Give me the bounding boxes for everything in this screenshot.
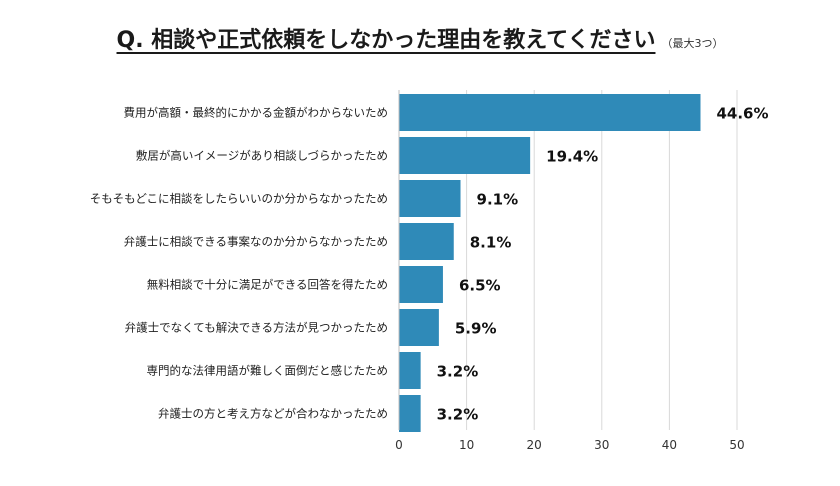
bar <box>399 223 454 260</box>
data-label: 5.9% <box>455 320 497 338</box>
chart-title-block: Q. 相談や正式依頼をしなかった理由を教えてください （最大3つ） <box>0 22 840 54</box>
x-tick-label: 20 <box>527 438 542 452</box>
bar <box>399 266 443 303</box>
data-label: 8.1% <box>470 234 512 252</box>
bar <box>399 352 421 389</box>
bar <box>399 137 531 174</box>
data-label: 44.6% <box>716 105 768 123</box>
bar <box>399 309 439 346</box>
chart-title: Q. 相談や正式依頼をしなかった理由を教えてください <box>116 28 656 53</box>
data-label: 3.2% <box>437 363 479 381</box>
x-tick-label: 40 <box>662 438 677 452</box>
x-tick-label: 50 <box>729 438 744 452</box>
category-label: 弁護士に相談できる事案なのか分からなかったため <box>124 235 388 249</box>
data-label: 3.2% <box>437 406 479 424</box>
data-label: 19.4% <box>546 148 598 166</box>
bar <box>399 395 421 432</box>
category-label: 専門的な法律用語が難しく面倒だと感じたため <box>147 364 389 378</box>
x-tick-label: 0 <box>395 438 403 452</box>
bar <box>399 180 461 217</box>
category-label: 弁護士でなくても解決できる方法が見つかったため <box>125 321 388 335</box>
category-label: 敷居が高いイメージがあり相談しづらかったため <box>136 149 388 163</box>
bar <box>399 94 701 131</box>
x-tick-label: 10 <box>459 438 474 452</box>
category-label: 無料相談で十分に満足ができる回答を得たため <box>147 278 388 292</box>
x-tick-label: 30 <box>594 438 609 452</box>
data-label: 9.1% <box>477 191 519 209</box>
category-label: 費用が高額・最終的にかかる金額がわからないため <box>124 106 389 120</box>
category-label: 弁護士の方と考え方などが合わなかったため <box>158 407 388 421</box>
chart-subtitle: （最大3つ） <box>661 37 724 50</box>
data-label: 6.5% <box>459 277 501 295</box>
category-label: そもそもどこに相談をしたらいいのか分からなかったため <box>90 192 388 206</box>
